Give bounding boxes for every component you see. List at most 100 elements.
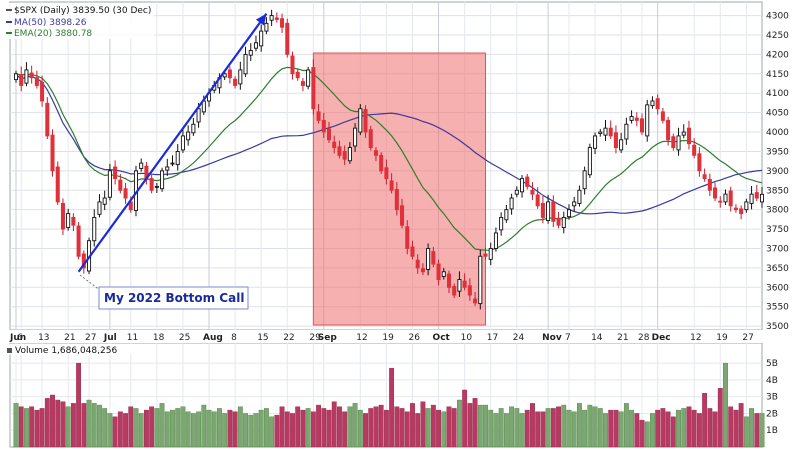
candle-body (264, 22, 269, 32)
volume-bar (24, 408, 29, 448)
volume-bar (123, 413, 128, 448)
volume-bar (425, 408, 431, 448)
volume-bar (76, 362, 82, 448)
volume-bar (107, 413, 113, 448)
uptrend-arrow (77, 12, 268, 273)
candle-body (624, 123, 629, 140)
volume-bar (660, 408, 666, 448)
volume-bar (201, 404, 207, 448)
candle-body (347, 147, 352, 162)
x-tick-label: Jun (9, 333, 26, 343)
candle-body (55, 166, 60, 203)
volume-bar (70, 403, 76, 448)
x-tick-label: 21 (617, 333, 628, 343)
volume-bar (483, 404, 488, 448)
candle-body (311, 67, 316, 110)
volume-bar (347, 406, 353, 448)
volume-bar (185, 411, 191, 448)
volume-bar (232, 411, 238, 448)
x-tick-label: 12 (690, 333, 701, 343)
volume-bar (462, 389, 468, 448)
candle-body (718, 200, 723, 203)
volume-bar (112, 416, 118, 448)
candle-body (66, 213, 71, 228)
price-tick-label: 4250 (766, 31, 789, 41)
candle-body (50, 134, 55, 172)
candle-body (29, 72, 34, 79)
volume-bar (576, 403, 582, 448)
price-tick-label: 3750 (766, 225, 789, 235)
candle-body (587, 147, 592, 176)
volume-bar (430, 404, 436, 448)
volume-bar (488, 409, 494, 448)
volume-bar (571, 411, 577, 448)
candle-body (723, 193, 728, 203)
volume-bar (743, 416, 749, 448)
volume-bar (368, 408, 374, 448)
candle-body (285, 22, 290, 55)
candle-body (410, 246, 415, 257)
candle-body (321, 119, 326, 133)
candle-body (233, 78, 238, 86)
x-tick-label: 11 (127, 333, 138, 343)
volume-bar (316, 404, 321, 448)
x-tick-label: 7 (565, 333, 571, 343)
volume-bar (357, 409, 363, 448)
volume-bar (728, 406, 734, 448)
volume-bar (91, 403, 97, 448)
price-tick-label: 3800 (766, 206, 789, 216)
volume-bar (498, 408, 504, 448)
highlight-zone (312, 52, 487, 326)
candle-body (300, 81, 305, 86)
volume-bar (691, 409, 697, 448)
volume-bar (467, 403, 473, 448)
candle-body (123, 188, 128, 199)
candle-body (561, 216, 566, 228)
price-tick-label: 4000 (766, 128, 789, 138)
x-tick-label: 8 (231, 333, 237, 343)
x-tick-label: 28 (638, 333, 650, 343)
candle-body (655, 98, 660, 110)
volume-bar (206, 409, 212, 448)
price-tick-label: 3650 (766, 264, 789, 274)
candle-body (426, 248, 431, 270)
volume-bar (519, 413, 525, 448)
price-tick-label: 4150 (766, 70, 789, 80)
candle-body (92, 216, 97, 242)
volume-bar (13, 403, 19, 448)
price-tick-label: 4100 (766, 89, 789, 99)
volume-bar (50, 394, 55, 448)
volume-bar (503, 413, 509, 448)
volume-bar (702, 393, 708, 448)
volume-bar (217, 408, 222, 448)
candle-body (71, 216, 76, 226)
volume-bar (154, 408, 160, 448)
volume-bar (222, 413, 228, 448)
volume-bar (540, 411, 546, 448)
volume-bar (34, 409, 40, 448)
volume-bar (436, 409, 441, 448)
volume-bar (170, 409, 175, 448)
volume-bar (639, 419, 645, 448)
candle-body (650, 100, 655, 107)
candle-body (551, 201, 556, 222)
ema20-swatch (6, 32, 12, 34)
candle-body (420, 268, 425, 273)
volume-bar (18, 406, 24, 448)
candle-body (358, 108, 363, 133)
candle-body (280, 18, 285, 28)
volume-tick-label: 3B (766, 393, 778, 403)
volume-bar (613, 409, 619, 448)
candle-body (634, 117, 639, 121)
volume-bar (305, 408, 311, 448)
volume-bar (29, 406, 35, 448)
volume-bar (451, 408, 457, 448)
candle-body (566, 209, 571, 218)
arrow-head (255, 13, 267, 26)
ema20-legend-label: EMA(20) 3880.78 (14, 29, 92, 39)
candle-body (577, 189, 582, 204)
candle-body (253, 42, 258, 49)
candle-body (248, 50, 253, 56)
volume-bar (623, 403, 629, 448)
candle-body (431, 251, 436, 265)
